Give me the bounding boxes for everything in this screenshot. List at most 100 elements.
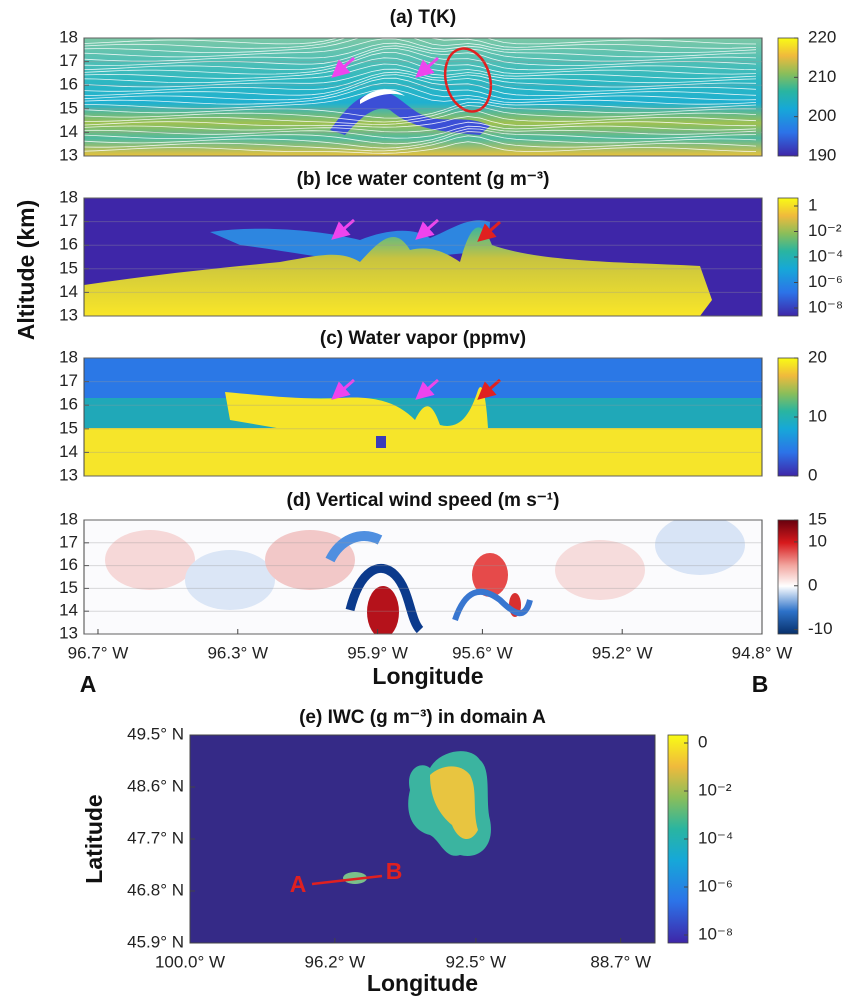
plot-area xyxy=(190,735,655,943)
updraft xyxy=(367,586,399,634)
colorbar-label: 10⁻⁸ xyxy=(698,924,733,943)
colorbar-label: 15 xyxy=(808,509,827,528)
y-tick-label: 45.9° N xyxy=(127,932,184,951)
end-label: B xyxy=(752,671,769,697)
y-tick-label: 15 xyxy=(59,98,78,117)
downdraft xyxy=(325,531,383,563)
contour xyxy=(84,128,757,145)
plot-frame xyxy=(83,197,763,317)
panel-title: (e) IWC (g m⁻³) in domain A xyxy=(299,707,546,728)
y-tick-label: 14 xyxy=(59,601,78,620)
dry-spot xyxy=(376,436,386,448)
contour xyxy=(84,109,757,125)
y-tick-label: 13 xyxy=(59,145,78,164)
colorbar-label: 10⁻⁴ xyxy=(698,828,733,847)
arrow xyxy=(415,218,439,240)
wind-blob xyxy=(265,530,355,590)
x-tick-label: 95.2° W xyxy=(592,643,653,662)
y-tick-label: 18 xyxy=(59,27,78,46)
x-tick-label: 94.8° W xyxy=(732,643,793,662)
colorbar-label: 10⁻² xyxy=(698,780,732,799)
colorbar-label: 20 xyxy=(808,347,827,366)
plot-area xyxy=(84,198,762,316)
contour xyxy=(84,47,757,71)
plot-area xyxy=(84,358,762,476)
colorbar-label: 10⁻⁶ xyxy=(698,876,733,895)
contour xyxy=(84,38,757,45)
y-tick-label: 17 xyxy=(59,532,78,551)
plume xyxy=(225,386,488,440)
x-tick-label: 96.2° W xyxy=(305,952,366,971)
y-axis-title: Latitude xyxy=(81,794,107,883)
downdraft xyxy=(452,588,533,621)
colorbar-label: 10⁻² xyxy=(808,221,842,240)
y-tick-label: 15 xyxy=(59,578,78,597)
x-tick-label: 100.0° W xyxy=(155,952,225,971)
warm-cap xyxy=(360,89,405,104)
colorbar-label: 10⁻⁸ xyxy=(808,297,843,316)
annotation: B xyxy=(386,858,403,884)
colorbar-label: 10 xyxy=(808,406,827,425)
contour xyxy=(84,101,757,119)
contour xyxy=(84,38,757,49)
y-tick-label: 13 xyxy=(59,623,78,642)
contour xyxy=(84,82,757,105)
cloud-core xyxy=(430,766,478,840)
y-tick-label: 16 xyxy=(59,235,78,254)
y-tick-label: 17 xyxy=(59,211,78,230)
contour xyxy=(84,125,757,139)
x-axis-title: Longitude xyxy=(367,970,478,996)
contour xyxy=(84,130,757,149)
x-tick-label: 96.3° W xyxy=(207,643,268,662)
y-tick-label: 17 xyxy=(59,371,78,390)
y-tick-label: 18 xyxy=(59,509,78,528)
y-tick-label: 14 xyxy=(59,442,78,461)
section-line xyxy=(311,874,383,886)
plot-frame xyxy=(83,37,763,157)
updraft xyxy=(472,553,508,597)
colorbar-label: 210 xyxy=(808,67,836,86)
arrow xyxy=(331,218,355,240)
highlight-ellipse xyxy=(443,47,493,113)
panel-title: (a) T(K) xyxy=(390,7,456,28)
colorbar-label: 220 xyxy=(808,27,836,46)
plot-frame xyxy=(83,357,763,477)
contour xyxy=(84,88,757,109)
colorbar-label: 10⁻⁶ xyxy=(808,272,843,291)
contour xyxy=(84,42,757,62)
x-tick-label: 95.6° W xyxy=(452,643,513,662)
arrow xyxy=(477,220,501,242)
y-tick-label: 16 xyxy=(59,75,78,94)
y-tick-label: 47.7° N xyxy=(127,828,184,847)
wind-blob xyxy=(105,530,195,590)
contour xyxy=(84,38,757,54)
y-tick-label: 14 xyxy=(59,122,78,141)
y-tick-label: 46.8° N xyxy=(127,880,184,899)
annotation: A xyxy=(290,871,307,897)
colorbar-label: -10 xyxy=(808,619,833,638)
x-axis-title: Longitude xyxy=(372,663,483,689)
y-tick-label: 16 xyxy=(59,555,78,574)
contour xyxy=(84,77,757,101)
y-tick-label: 15 xyxy=(59,258,78,277)
colorbar-label: 200 xyxy=(808,106,836,125)
x-tick-label: 88.7° W xyxy=(590,952,651,971)
colorbar-label: 0 xyxy=(698,732,707,751)
panel-title: (c) Water vapor (ppmv) xyxy=(320,328,526,349)
y-tick-label: 18 xyxy=(59,187,78,206)
colorbar xyxy=(777,519,799,635)
colorbar-label: 10 xyxy=(808,531,827,550)
y-tick-label: 18 xyxy=(59,347,78,366)
panel-title: (d) Vertical wind speed (m s⁻¹) xyxy=(287,490,560,511)
y-tick-label: 48.6° N xyxy=(127,776,184,795)
contour xyxy=(84,45,757,66)
arrow xyxy=(415,56,439,78)
y-tick-label: 17 xyxy=(59,51,78,70)
colorbar-label: 190 xyxy=(808,145,836,164)
colorbar-label: 10⁻⁴ xyxy=(808,246,843,265)
y-tick-label: 13 xyxy=(59,465,78,484)
panel-title: (b) Ice water content (g m⁻³) xyxy=(297,169,550,190)
wind-blob xyxy=(185,550,275,610)
contour xyxy=(84,135,757,152)
